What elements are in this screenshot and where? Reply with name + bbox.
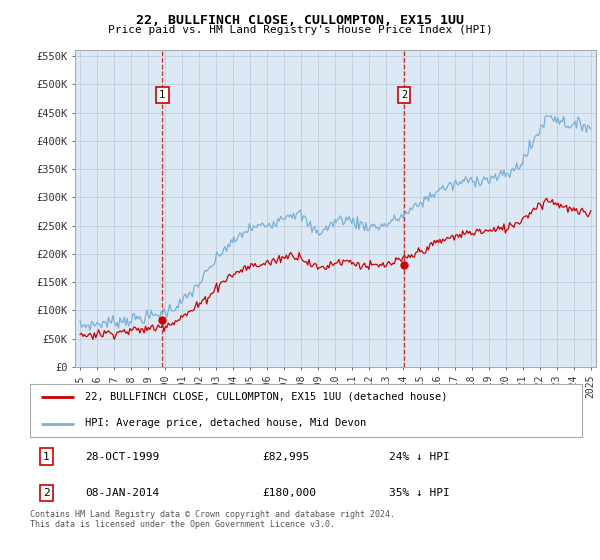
Text: 2: 2 xyxy=(401,90,407,100)
Text: 1: 1 xyxy=(159,90,166,100)
Text: 28-OCT-1999: 28-OCT-1999 xyxy=(85,451,160,461)
Text: HPI: Average price, detached house, Mid Devon: HPI: Average price, detached house, Mid … xyxy=(85,418,367,428)
Text: £82,995: £82,995 xyxy=(262,451,309,461)
Text: Price paid vs. HM Land Registry's House Price Index (HPI): Price paid vs. HM Land Registry's House … xyxy=(107,25,493,35)
Text: 22, BULLFINCH CLOSE, CULLOMPTON, EX15 1UU (detached house): 22, BULLFINCH CLOSE, CULLOMPTON, EX15 1U… xyxy=(85,392,448,402)
Text: 35% ↓ HPI: 35% ↓ HPI xyxy=(389,488,449,498)
Text: Contains HM Land Registry data © Crown copyright and database right 2024.
This d: Contains HM Land Registry data © Crown c… xyxy=(30,510,395,529)
Text: 22, BULLFINCH CLOSE, CULLOMPTON, EX15 1UU: 22, BULLFINCH CLOSE, CULLOMPTON, EX15 1U… xyxy=(136,14,464,27)
Text: 2: 2 xyxy=(43,488,50,498)
Text: 08-JAN-2014: 08-JAN-2014 xyxy=(85,488,160,498)
Text: 24% ↓ HPI: 24% ↓ HPI xyxy=(389,451,449,461)
Text: £180,000: £180,000 xyxy=(262,488,316,498)
Text: 1: 1 xyxy=(43,451,50,461)
